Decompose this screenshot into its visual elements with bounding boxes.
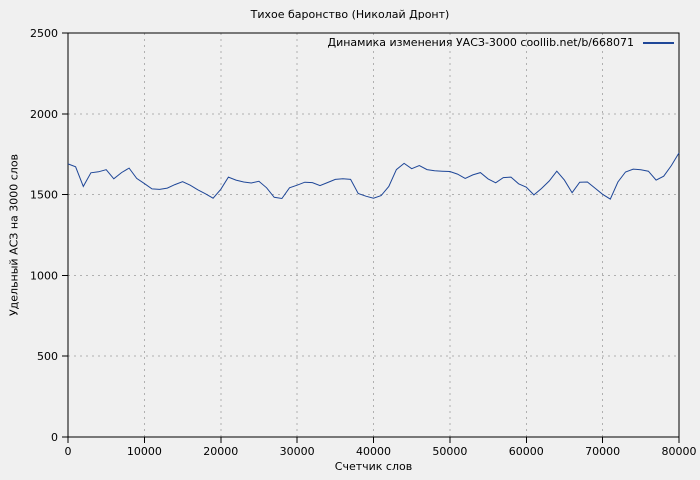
x-tick-label: 30000	[280, 445, 315, 458]
x-tick-label: 20000	[203, 445, 238, 458]
y-axis-label: Удельный АСЗ на 3000 слов	[7, 153, 21, 317]
legend-line-sample	[643, 42, 674, 44]
x-tick-label: 60000	[509, 445, 544, 458]
x-axis-label: Счетчик слов	[334, 460, 413, 473]
legend: Динамика изменения УАСЗ-3000 coollib.net…	[327, 36, 674, 50]
y-tick-label: 1500	[30, 189, 58, 202]
x-tick-label: 0	[65, 445, 72, 458]
y-tick-label: 500	[37, 350, 58, 363]
legend-series-label: Динамика изменения УАСЗ-3000 coollib.net…	[327, 36, 635, 49]
y-tick-label: 2500	[30, 27, 58, 40]
y-tick-label: 0	[51, 431, 58, 444]
chart-title: Тихое баронство (Николай Дронт)	[250, 8, 450, 21]
x-tick-label: 50000	[432, 445, 467, 458]
x-tick-label: 10000	[127, 445, 162, 458]
x-tick-label: 70000	[585, 445, 620, 458]
y-tick-label: 2000	[30, 108, 58, 121]
y-tick-label: 1000	[30, 269, 58, 282]
x-tick-label: 40000	[356, 445, 391, 458]
x-tick-label: 80000	[662, 445, 697, 458]
data-line	[67, 152, 680, 200]
